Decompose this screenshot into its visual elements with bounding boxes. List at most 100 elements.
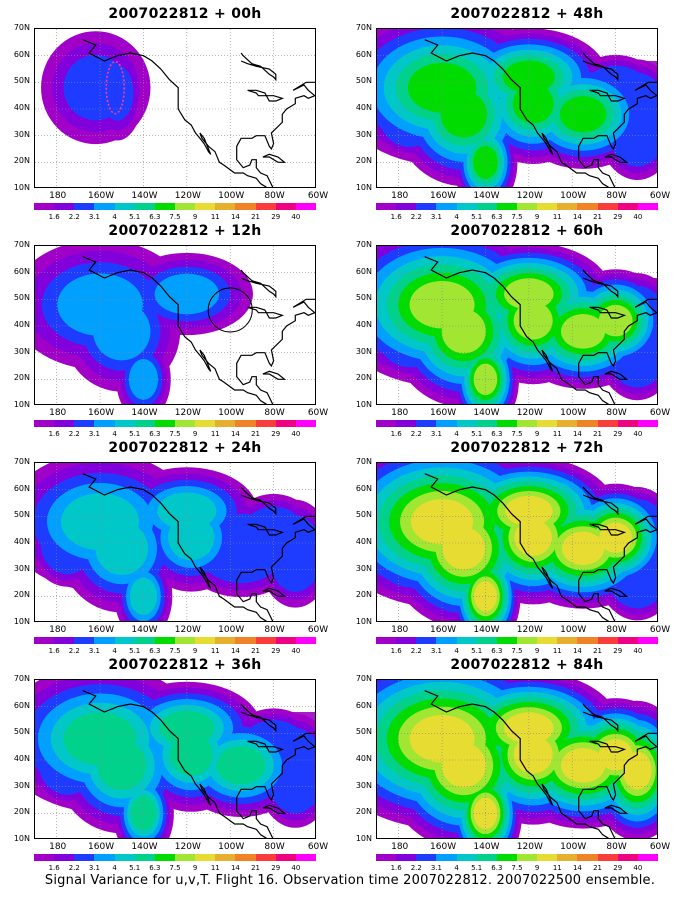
longitude-label: 160W [430, 842, 457, 852]
latitude-label: 30N [13, 346, 30, 356]
hudson-bay-coast [240, 52, 277, 82]
colorbar-label: 4 [454, 430, 459, 438]
longitude-label: 60W [307, 191, 329, 201]
colorbar-label: 11 [210, 430, 220, 438]
latitude-label: 40N [13, 103, 30, 112]
latitude-label: 70N [355, 457, 372, 466]
colorbar-swatch [114, 420, 135, 427]
colorbar-swatch [597, 203, 618, 210]
colorbar-swatch [456, 203, 477, 210]
latitude-label: 20N [13, 807, 30, 817]
colorbar-swatch [577, 203, 598, 210]
colorbar-swatch [557, 420, 578, 427]
colorbar-label: 4 [454, 647, 459, 655]
colorbar-swatch [134, 203, 155, 210]
colorbar-label: 21 [251, 864, 261, 872]
latitude-label: 70N [13, 457, 30, 466]
longitude-label: 160W [88, 408, 115, 418]
colorbar-label: 4 [112, 430, 117, 438]
colorbar-swatch [617, 637, 638, 644]
colorbar-swatch [376, 637, 397, 644]
longitude-label: 160W [88, 625, 115, 635]
colorbar-swatch [637, 854, 658, 861]
colorbar-label: 4 [454, 864, 459, 872]
colorbar-label: 7.5 [511, 213, 523, 221]
colorbar-label: 5.1 [471, 864, 483, 872]
colorbar-label: 3.1 [430, 213, 442, 221]
colorbar-label: 21 [251, 647, 261, 655]
coastline [82, 473, 315, 621]
colorbar-swatch [476, 637, 497, 644]
latitude-label: 20N [355, 156, 372, 166]
colorbar-swatch [597, 420, 618, 427]
longitude-label: 180 [49, 408, 67, 418]
colorbar-swatch [235, 203, 256, 210]
latitude-label: 50N [13, 76, 30, 86]
colorbar-swatch [74, 854, 95, 861]
colorbar-swatch [74, 203, 95, 210]
colorbar-swatch [94, 637, 115, 644]
longitude-label: 60W [649, 842, 671, 852]
latitude-label: 20N [355, 590, 372, 600]
hudson-bay-coast [240, 703, 277, 733]
latitude-label: 40N [355, 754, 372, 763]
colorbar [376, 420, 658, 427]
colorbar-label: 4 [112, 647, 117, 655]
colorbar-swatch [577, 637, 598, 644]
latitude-label: 10N [355, 400, 372, 409]
latitude-label: 60N [13, 700, 30, 710]
colorbar-swatch [154, 420, 175, 427]
latitude-label: 50N [355, 293, 372, 303]
forecast-panel: 2007022812 + 48h 70N 60N 50N 40N 30N 20N 10N 180… [356, 6, 692, 224]
variance-map [34, 679, 316, 839]
colorbar-swatch [597, 637, 618, 644]
longitude-label: 100W [560, 842, 587, 852]
colorbar-label: 14 [230, 647, 240, 655]
colorbar-label: 5.1 [129, 864, 141, 872]
colorbar-label: 11 [210, 864, 220, 872]
longitude-label: 120W [516, 408, 543, 418]
colorbar-label: 21 [593, 864, 603, 872]
latitude-label: 10N [13, 183, 30, 192]
variance-contour-layer [63, 54, 134, 121]
variance-blob [560, 747, 606, 783]
colorbar-swatch [275, 420, 296, 427]
variance-blob [93, 302, 151, 361]
longitude-label: 100W [218, 408, 245, 418]
longitude-label: 100W [218, 191, 245, 201]
longitude-label: 80W [606, 842, 627, 852]
longitude-label: 160W [430, 625, 457, 635]
colorbar-swatch [516, 203, 538, 210]
coastline [424, 39, 657, 187]
colorbar-label: 4 [112, 213, 117, 221]
longitude-label: 140W [131, 625, 158, 635]
colorbar-swatch [94, 854, 115, 861]
longitude-label: 60W [307, 842, 329, 852]
colorbar-swatch [235, 637, 256, 644]
colorbar-label: 14 [572, 430, 582, 438]
longitude-label: 80W [606, 408, 627, 418]
longitude-label: 120W [516, 191, 543, 201]
colorbar [376, 637, 658, 644]
colorbar-label: 1.6 [48, 430, 60, 438]
colorbar-label: 1.6 [390, 213, 402, 221]
great-lakes-outline [589, 740, 627, 753]
latitude-label: 20N [13, 373, 30, 383]
variance-contour-layer [61, 492, 217, 616]
colorbar-label: 29 [613, 430, 623, 438]
variance-blob [95, 521, 149, 575]
cuba-outline [604, 587, 629, 597]
variance-blob [168, 515, 215, 561]
colorbar-swatch [195, 420, 216, 427]
colorbar-label: 1.6 [48, 647, 60, 655]
colorbar-swatch [94, 203, 115, 210]
longitude-label: 180 [49, 842, 67, 852]
longitude-label: 140W [473, 625, 500, 635]
latitude-label: 10N [13, 617, 30, 626]
variance-map [34, 462, 316, 622]
colorbar-swatch [436, 854, 457, 861]
colorbar-label: 2.2 [410, 213, 422, 221]
forecast-panel: 2007022812 + 84h 70N 60N 50N 40N 30N 20N 10N 180… [356, 657, 692, 875]
longitude-label: 80W [264, 191, 285, 201]
colorbar-label: 2.2 [68, 647, 80, 655]
